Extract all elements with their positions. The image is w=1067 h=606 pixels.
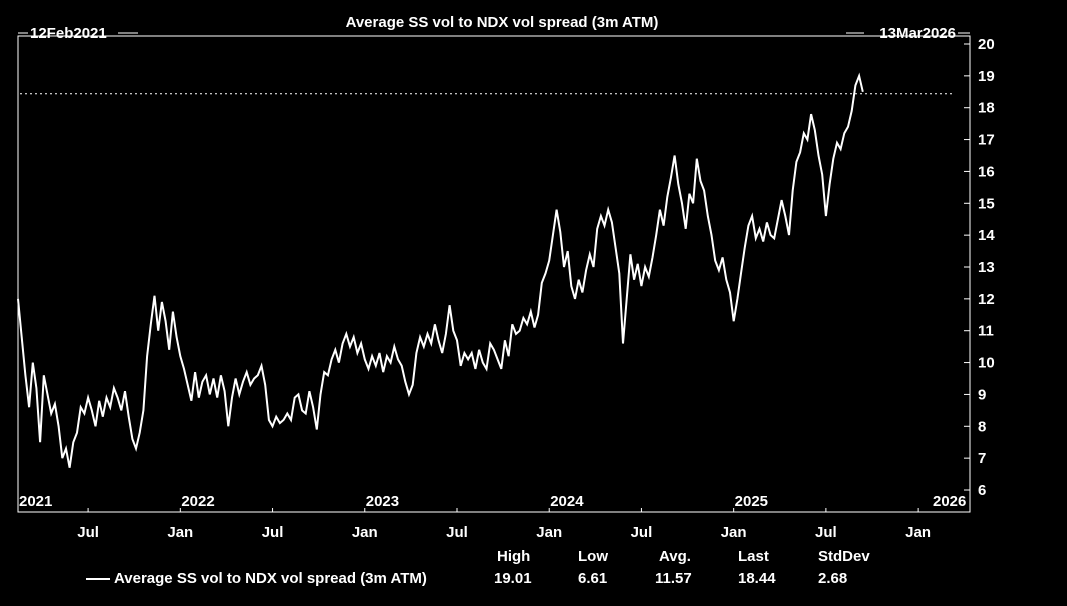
year-label-3: 2024 — [550, 493, 584, 510]
y-tick-label-12: 18 — [978, 100, 995, 117]
y-tick-label-7: 13 — [978, 259, 995, 276]
month-label-3: Jan — [352, 524, 378, 541]
y-tick-label-2: 8 — [978, 418, 986, 435]
year-label-0: 2021 — [19, 493, 52, 510]
y-axis: 6 7 8 9 10 11 12 13 14 15 16 17 18 19 20 — [964, 36, 995, 499]
month-label-1: Jan — [167, 524, 193, 541]
y-tick-label-8: 14 — [978, 227, 995, 244]
month-label-2: Jul — [262, 524, 284, 541]
y-tick-label-14: 20 — [978, 36, 995, 53]
month-label-8: Jul — [815, 524, 837, 541]
y-tick-label-11: 17 — [978, 132, 995, 149]
y-tick-label-6: 12 — [978, 291, 995, 308]
year-label-2: 2023 — [366, 493, 399, 510]
y-tick-label-10: 16 — [978, 163, 995, 180]
end-date-label: 13Mar2026 — [879, 25, 956, 42]
month-label-0: Jul — [77, 524, 99, 541]
y-tick-label-9: 15 — [978, 195, 995, 212]
year-label-4: 2025 — [735, 493, 768, 510]
plot-frame — [17, 35, 971, 513]
start-date-label: 12Feb2021 — [30, 25, 107, 42]
month-label-6: Jul — [631, 524, 653, 541]
year-label-5: 2026 — [933, 493, 966, 510]
y-tick-label-5: 11 — [978, 323, 994, 340]
chart-title: Average SS vol to NDX vol spread (3m ATM… — [346, 14, 659, 31]
y-tick-label-0: 6 — [978, 482, 986, 499]
series-line — [17, 72, 864, 468]
month-label-5: Jan — [536, 524, 562, 541]
month-label-9: Jan — [905, 524, 931, 541]
y-tick-label-13: 19 — [978, 68, 995, 85]
month-label-4: Jul — [446, 524, 468, 541]
y-tick-label-3: 9 — [978, 386, 986, 403]
y-tick-label-4: 10 — [978, 355, 995, 372]
x-axis: 2021 2022 2023 2024 2025 2026 Jul Jan Jul Jan Jul J… — [19, 493, 966, 541]
month-label-7: Jan — [721, 524, 747, 541]
year-label-1: 2022 — [181, 493, 214, 510]
y-tick-label-1: 7 — [978, 450, 986, 467]
